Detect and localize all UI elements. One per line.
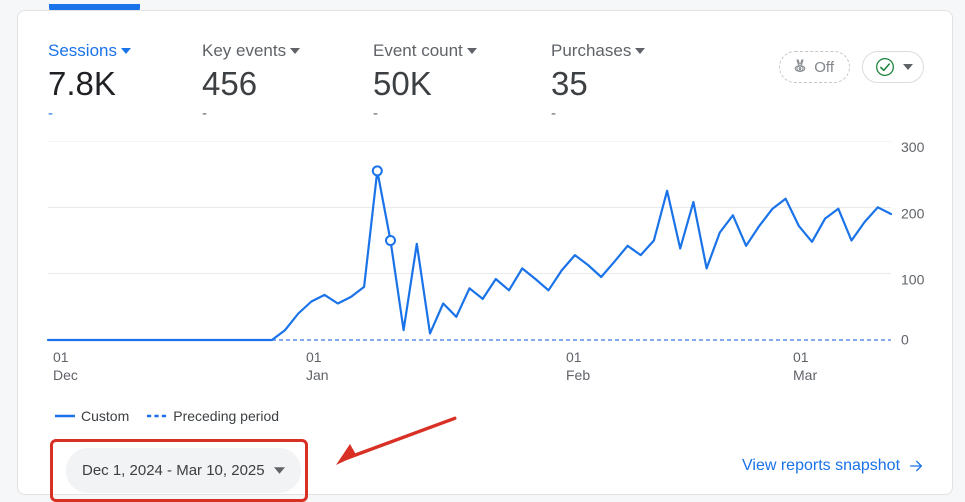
- svg-text:0: 0: [901, 332, 909, 348]
- svg-text:300: 300: [901, 141, 925, 155]
- svg-text:01: 01: [793, 349, 809, 365]
- svg-text:200: 200: [901, 206, 925, 222]
- svg-text:01: 01: [306, 349, 322, 365]
- svg-text:Feb: Feb: [566, 367, 590, 383]
- svg-text:01: 01: [566, 349, 582, 365]
- svg-text:Jan: Jan: [306, 367, 329, 383]
- svg-text:Mar: Mar: [793, 367, 817, 383]
- svg-text:01: 01: [53, 349, 69, 365]
- svg-text:Dec: Dec: [53, 367, 78, 383]
- svg-text:100: 100: [901, 272, 925, 288]
